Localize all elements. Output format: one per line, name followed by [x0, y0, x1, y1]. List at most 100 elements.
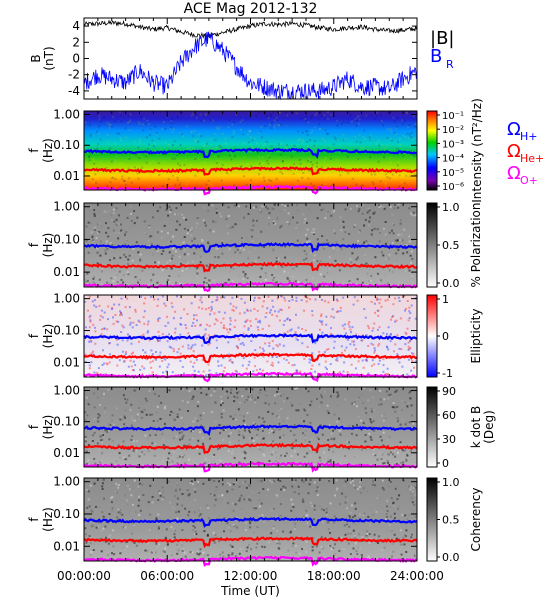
spectrogram-pixel	[332, 450, 335, 453]
spectrogram-pixel	[370, 342, 373, 345]
spectrogram-pixel	[406, 168, 409, 171]
spectrogram-pixel	[290, 328, 293, 331]
spectrogram-pixel	[198, 452, 201, 455]
spectrogram-pixel	[129, 359, 132, 362]
spectrogram-pixel	[271, 452, 274, 455]
spectrogram-pixel	[372, 480, 375, 483]
spectrogram-pixel	[244, 480, 247, 483]
spectrogram-pixel	[389, 111, 392, 114]
spectrogram-pixel	[127, 258, 130, 261]
spectrogram-pixel	[192, 350, 195, 353]
spectrogram-pixel	[351, 120, 354, 123]
spectrogram-pixel	[178, 255, 181, 258]
spectrogram-pixel	[343, 327, 346, 330]
spectrogram-pixel	[357, 547, 360, 549]
spectrogram-pixel	[354, 117, 357, 120]
spectrogram-pixel	[295, 439, 298, 442]
spectrogram-pixel	[368, 209, 371, 212]
spectrogram-pixel	[377, 314, 380, 317]
gyrofrequency-line-Heplus	[83, 442, 418, 455]
spectrogram-pixel	[239, 414, 242, 417]
spectrogram-pixel	[373, 349, 376, 352]
spectrogram-pixel	[397, 281, 400, 284]
spectrogram-pixel	[222, 555, 225, 558]
spectrogram-pixel	[127, 273, 130, 276]
spectrogram-pixel	[372, 212, 375, 215]
spectrogram-pixel	[389, 451, 392, 454]
spectrogram-pixel	[282, 485, 285, 488]
legend-subscript-br: R	[446, 58, 454, 71]
spectrogram-pixel	[90, 525, 93, 528]
spectrogram-pixel	[403, 156, 406, 159]
spectrogram-pixel	[296, 461, 299, 464]
spectrogram-pixel	[124, 182, 127, 185]
spectrogram-pixel	[220, 400, 223, 403]
spectrogram-pixel	[379, 389, 382, 392]
spectrogram-pixel	[276, 542, 279, 545]
spectrogram-pixel	[261, 425, 264, 428]
spectrogram-pixel	[214, 155, 217, 158]
spectrogram-pixel	[386, 298, 389, 301]
spectrogram-pixel	[358, 118, 361, 121]
spectrogram-pixel	[411, 257, 414, 260]
spectrogram-pixel	[352, 547, 355, 550]
spectrogram-pixel	[404, 136, 407, 139]
spectrogram-pixel	[219, 459, 222, 462]
spectrogram-pixel	[318, 487, 321, 490]
spectrogram-pixel	[379, 298, 382, 301]
spectrogram-pixel	[393, 204, 396, 206]
spectrogram-pixel	[96, 175, 99, 178]
spectrogram-pixel	[367, 515, 370, 518]
spectrogram-pixel	[316, 217, 319, 220]
spectrogram-pixel	[229, 544, 232, 547]
spectrogram-pixel	[174, 327, 177, 330]
spectrogram-pixel	[305, 222, 308, 224]
spectrogram-pixel	[348, 280, 351, 282]
spectrogram-pixel	[206, 554, 209, 557]
spectrogram-pixel	[382, 227, 385, 230]
spectrogram-pixel	[140, 335, 143, 338]
spectrogram-pixel	[96, 442, 99, 445]
spectrogram-pixel	[114, 314, 117, 316]
y-tick-label: 1.00	[53, 475, 80, 489]
spectrogram-pixel	[133, 419, 136, 422]
spectrogram-pixel	[135, 387, 138, 390]
spectrogram-pixel	[406, 327, 409, 330]
spectrogram-pixel	[156, 546, 159, 549]
spectrogram-pixel	[386, 144, 389, 147]
spectrogram-pixel	[236, 391, 239, 394]
spectrogram-pixel	[360, 554, 363, 556]
spectrogram-pixel	[286, 114, 289, 117]
spectrogram-pixel	[265, 140, 268, 143]
spectrogram-pixel	[188, 390, 191, 393]
spectrogram-pixel	[259, 321, 262, 324]
spectrogram-pixel	[174, 213, 176, 216]
spectrogram-pixel	[322, 451, 325, 454]
spectrogram-pixel	[145, 404, 148, 407]
spectrogram-pixel	[159, 494, 162, 497]
spectrogram-pixel	[117, 511, 120, 514]
spectrogram-pixel	[279, 480, 282, 482]
spectrogram-pixel	[265, 394, 268, 397]
spectrogram-pixel	[153, 454, 156, 457]
spectrogram-pixel	[229, 530, 232, 533]
spectrogram-pixel	[398, 300, 401, 302]
spectrogram-pixel	[98, 132, 100, 135]
spectrogram-pixel	[405, 535, 407, 538]
spectrogram-pixel	[214, 401, 217, 404]
spectrogram-pixel	[248, 484, 251, 487]
spectrogram-pixel	[130, 415, 133, 418]
y-tick-label: -4	[68, 84, 80, 98]
spectrogram-pixel	[356, 116, 359, 119]
spectrogram-pixel	[153, 145, 155, 148]
spectrogram-pixel	[194, 324, 197, 327]
spectrogram-pixel	[246, 133, 249, 136]
spectrogram-pixel	[405, 332, 408, 335]
spectrogram-pixel	[349, 551, 352, 553]
spectrogram-pixel	[306, 345, 309, 348]
spectrogram-pixel	[176, 462, 179, 465]
spectrogram-pixel	[373, 227, 376, 230]
spectrogram-pixel	[223, 392, 226, 395]
spectrogram-pixel	[197, 334, 200, 337]
spectrogram-pixel	[204, 113, 207, 116]
